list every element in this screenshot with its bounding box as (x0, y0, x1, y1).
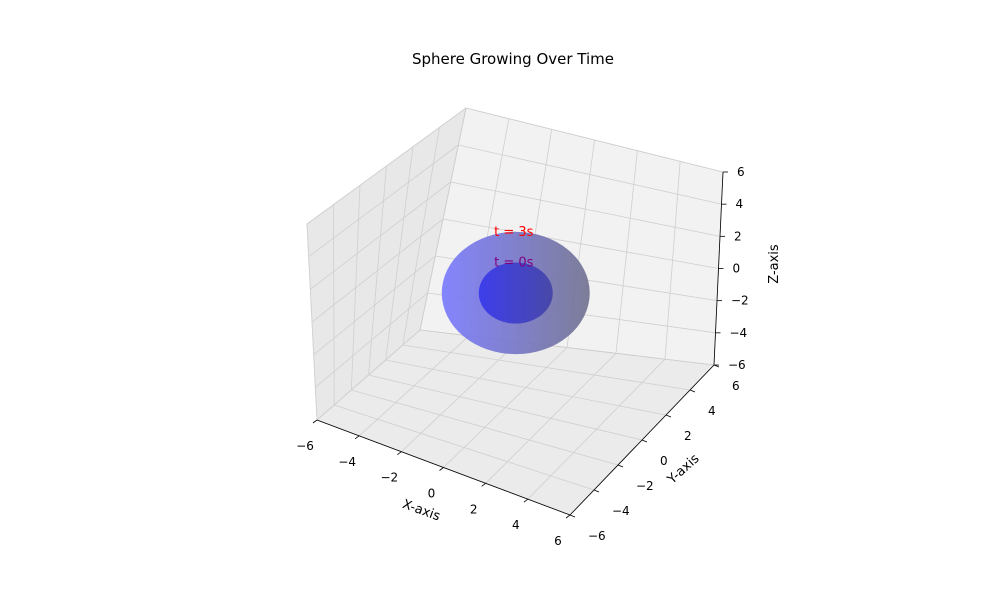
grid-line-z (442, 218, 719, 269)
grid-line-z (310, 181, 451, 290)
x-axis-label: X-axis (400, 497, 442, 525)
x-tick-mark (481, 483, 486, 487)
z-tick-label: −2 (731, 294, 749, 308)
x-tick-mark (439, 467, 444, 471)
y-tick-label: −6 (588, 529, 606, 543)
x-tick-mark (397, 451, 402, 455)
grid-line-z (313, 255, 436, 355)
x-tick-label: 0 (428, 487, 436, 501)
y-tick-mark (641, 439, 648, 443)
sphere-label: t = 3s (494, 225, 534, 240)
y-tick-label: 4 (708, 404, 716, 418)
y-tick-mark (593, 489, 600, 493)
z-axis-label: Z-axis (767, 244, 782, 284)
grid-line-y (351, 389, 619, 466)
y-tick-mark (689, 389, 696, 393)
y-axis-label: Y-axis (664, 451, 703, 488)
grid-line-z (306, 107, 467, 225)
z-tick-label: 6 (737, 165, 745, 179)
grid-line-z (311, 218, 444, 323)
chart-title: Sphere Growing Over Time (412, 50, 614, 68)
x-tick-mark (312, 419, 318, 424)
grid-line-z (308, 144, 459, 257)
grid-line-z (458, 144, 722, 205)
y-tick-label: 6 (732, 379, 740, 393)
grid-line-y (402, 344, 691, 391)
x-tick-label: −4 (338, 455, 356, 469)
z-tick-label: 2 (734, 229, 742, 243)
grid-line-z (450, 181, 721, 237)
y-tick-mark (617, 464, 624, 468)
grid-line-y (385, 359, 667, 416)
y-tick-label: −4 (612, 504, 630, 518)
sphere-t-0s (478, 262, 553, 324)
x-tick-mark (523, 498, 529, 503)
grid-line-z (315, 292, 428, 388)
z-tick-label: −6 (728, 358, 746, 372)
grid-line-z (316, 329, 421, 421)
z-tick-label: 0 (733, 262, 741, 276)
y-tick-label: 0 (660, 454, 668, 468)
x-tick-mark (565, 514, 571, 519)
spheres-layer: t = 3s t = 0s (441, 225, 590, 355)
grid-line-z (465, 107, 724, 173)
y-tick-label: −2 (636, 479, 654, 493)
sphere-label: t = 0s (494, 255, 534, 270)
grid-line-y (334, 404, 595, 491)
grid-line-y (368, 374, 643, 441)
x-tick-label: −6 (296, 439, 314, 453)
x-tick-label: 2 (470, 502, 478, 516)
y-tick-mark (569, 514, 576, 518)
x-tick-label: 4 (512, 518, 520, 532)
z-tick-label: 4 (736, 197, 744, 211)
z-tick-label: −4 (730, 326, 748, 340)
y-tick-mark (665, 414, 672, 418)
x-tick-mark (354, 435, 360, 440)
tick-labels: −6 −4 −2 0 2 4 6 −6 −4 −2 0 2 4 6 −6 −4 −2 0 2 4 6 (296, 165, 749, 548)
x-tick-label: 6 (554, 534, 562, 548)
axes-lines (312, 171, 728, 519)
x-tick-label: −2 (380, 471, 398, 485)
y-tick-label: 2 (684, 429, 692, 443)
